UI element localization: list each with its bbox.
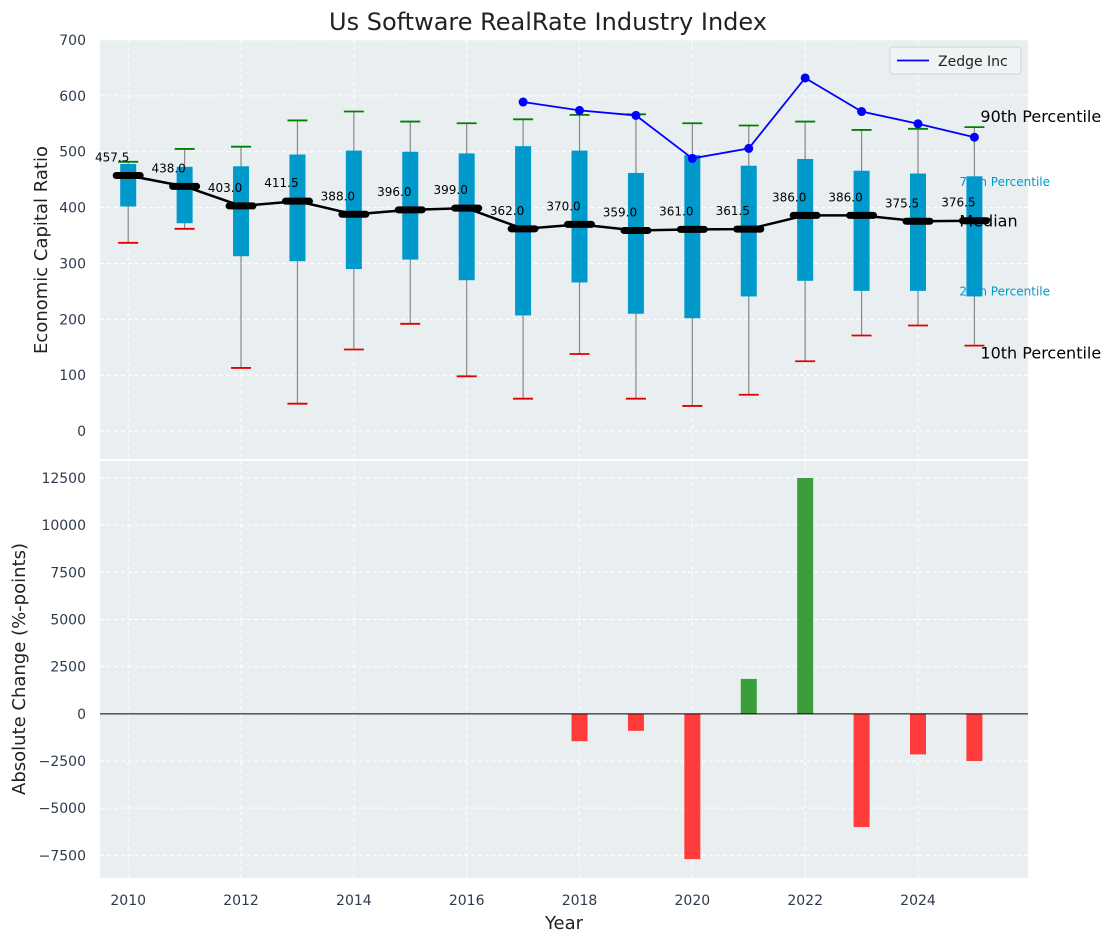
- median-value-label: 386.0: [772, 190, 806, 204]
- legend-label: Zedge Inc: [938, 54, 1008, 70]
- top-y-tick-label: 0: [77, 424, 86, 440]
- top-y-tick-label: 400: [59, 201, 86, 217]
- change-bar: [853, 713, 870, 828]
- bottom-y-tick-label: −7500: [39, 848, 86, 864]
- median-value-label: 361.5: [716, 204, 750, 218]
- iqr-box: [458, 153, 475, 281]
- median-value-label: 457.5: [95, 150, 129, 164]
- annotation-p75: 75th Percentile: [959, 175, 1050, 189]
- top-panel-background: [100, 40, 1028, 459]
- x-tick-label: 2010: [110, 893, 146, 909]
- bottom-y-tick-label: 10000: [41, 518, 86, 534]
- change-bar: [627, 713, 644, 731]
- median-value-label: 388.0: [321, 189, 355, 203]
- bottom-y-axis-title: Absolute Change (%-points): [9, 543, 30, 795]
- x-tick-label: 2014: [336, 893, 372, 909]
- median-value-label: 386.0: [828, 190, 862, 204]
- median-value-label: 376.5: [941, 196, 975, 210]
- x-tick-label: 2018: [562, 893, 598, 909]
- company-point: [518, 97, 528, 107]
- median-value-label: 396.0: [377, 185, 411, 199]
- top-y-tick-label: 200: [59, 312, 86, 328]
- median-value-label: 370.0: [546, 199, 580, 213]
- iqr-box: [853, 170, 870, 291]
- annotation-p90: 90th Percentile: [980, 107, 1101, 126]
- median-value-label: 399.0: [434, 183, 468, 197]
- iqr-box: [120, 164, 137, 207]
- iqr-box: [797, 158, 814, 281]
- bottom-y-tick-label: −2500: [39, 754, 86, 770]
- change-bar: [797, 477, 814, 714]
- top-panel: 0 100 200 300 400 500 600 700 457.5 438.0 403.0 411…: [59, 33, 1101, 461]
- iqr-box: [909, 173, 926, 291]
- x-tick-label: 2012: [223, 893, 259, 909]
- bottom-y-tick-label: 7500: [50, 565, 86, 581]
- bottom-y-tick-label: 5000: [50, 612, 86, 628]
- top-y-axis-title: Economic Capital Ratio: [31, 146, 52, 354]
- company-point: [687, 153, 697, 163]
- company-point: [575, 105, 585, 115]
- median-value-label: 403.0: [208, 181, 242, 195]
- top-y-tick-label: 300: [59, 256, 86, 272]
- top-y-tick-label: 600: [59, 89, 86, 105]
- iqr-box: [966, 176, 983, 297]
- median-value-label: 361.0: [659, 204, 693, 218]
- iqr-box: [289, 154, 306, 262]
- company-point: [631, 110, 641, 120]
- bottom-y-tick-label: 0: [77, 707, 86, 723]
- change-bar: [740, 678, 757, 714]
- median-value-label: 438.0: [151, 161, 185, 175]
- bottom-panel-background: [100, 461, 1028, 878]
- top-y-tick-label: 100: [59, 368, 86, 384]
- median-value-label: 362.0: [490, 204, 524, 218]
- x-tick-label: 2020: [675, 893, 711, 909]
- iqr-box: [233, 166, 250, 257]
- x-tick-label: 2024: [900, 893, 936, 909]
- median-line: [127, 174, 975, 232]
- bottom-y-tick-label: 2500: [50, 660, 86, 676]
- iqr-box: [176, 166, 193, 224]
- x-tick-label: 2022: [787, 893, 823, 909]
- change-bar: [966, 713, 983, 762]
- median-value-label: 359.0: [603, 206, 637, 220]
- company-point: [800, 73, 810, 83]
- legend-box: [889, 46, 1022, 75]
- company-point: [857, 107, 867, 117]
- chart-title: Us Software RealRate Industry Index: [329, 8, 767, 36]
- bottom-y-tick-label: −5000: [39, 801, 86, 817]
- x-axis-title: Year: [544, 913, 584, 934]
- iqr-box: [627, 172, 644, 314]
- iqr-box: [402, 151, 419, 260]
- bottom-panel: −7500 −5000 −2500 0 2500 5000 7500 10000 12500 20…: [39, 461, 1028, 909]
- median-value-label: 411.5: [264, 176, 298, 190]
- company-point: [744, 143, 754, 153]
- company-point: [969, 132, 979, 142]
- change-bar: [571, 713, 588, 742]
- legend: Zedge Inc: [889, 46, 1022, 75]
- annotation-median: Median: [959, 212, 1017, 231]
- company-point: [913, 119, 923, 129]
- top-y-tick-label: 700: [59, 33, 86, 49]
- bottom-y-tick-label: 12500: [41, 471, 86, 487]
- iqr-box: [345, 150, 362, 270]
- annotation-p10: 10th Percentile: [980, 344, 1101, 363]
- iqr-box: [684, 155, 701, 319]
- change-bar: [684, 713, 701, 860]
- x-tick-label: 2016: [449, 893, 485, 909]
- annotation-p25: 25th Percentile: [959, 284, 1050, 298]
- median-value-label: 375.5: [885, 196, 919, 210]
- top-y-tick-label: 500: [59, 145, 86, 161]
- change-bar: [909, 713, 926, 755]
- iqr-box: [571, 150, 588, 283]
